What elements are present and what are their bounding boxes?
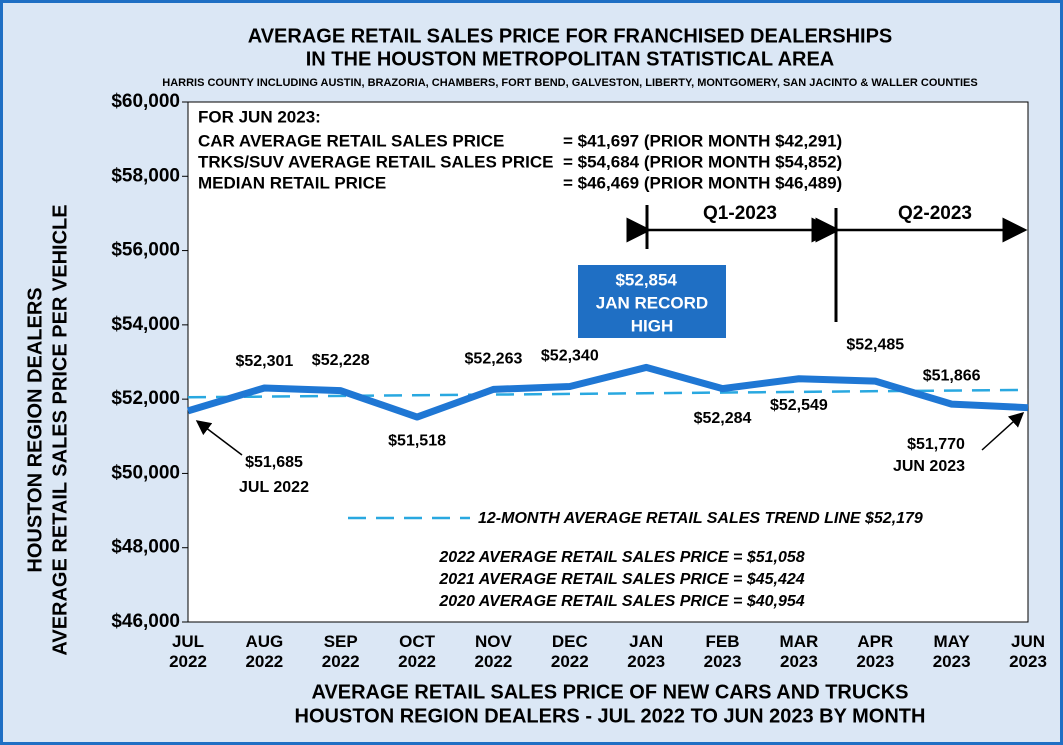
- x-tick-label: MAY 2023: [932, 632, 971, 671]
- data-label: $51,685: [245, 454, 303, 471]
- point-note: JUL 2022: [239, 479, 309, 496]
- info-value: = $54,684 (PRIOR MONTH $54,852): [563, 152, 842, 171]
- x-tick-label: DEC 2022: [550, 632, 589, 671]
- data-label: $51,770: [907, 436, 965, 453]
- x-tick-label: OCT 2022: [398, 632, 436, 671]
- x-tick-label: MAR 2023: [779, 632, 819, 671]
- quarter-label: Q1-2023: [703, 203, 777, 224]
- y-tick-label: $50,000: [111, 462, 180, 483]
- data-label: $52,854: [615, 270, 677, 289]
- data-label: $52,228: [312, 352, 370, 369]
- x-tick-label: SEP 2022: [321, 632, 360, 671]
- y-tick-label: $56,000: [111, 240, 180, 261]
- x-tick-label: JUL 2022: [169, 632, 207, 671]
- y-axis-title: AVERAGE RETAIL SALES PRICE PER VEHICLE: [49, 204, 71, 655]
- info-header: FOR JUN 2023:: [198, 107, 321, 126]
- data-label: $52,485: [846, 336, 904, 353]
- y-tick-label: $46,000: [111, 611, 180, 632]
- info-label: CAR AVERAGE RETAIL SALES PRICE: [198, 131, 504, 150]
- average-note: 2022 AVERAGE RETAIL SALES PRICE = $51,05…: [438, 549, 804, 566]
- record-note: HIGH: [631, 316, 674, 335]
- info-value: = $41,697 (PRIOR MONTH $42,291): [563, 131, 842, 150]
- y-tick-label: $54,000: [111, 314, 180, 335]
- x-tick-label: JUN 2023: [1009, 632, 1047, 671]
- chart-title: IN THE HOUSTON METROPOLITAN STATISTICAL …: [306, 48, 835, 70]
- series-line: [186, 363, 1029, 421]
- trend-line: [187, 388, 1029, 399]
- record-note: JAN RECORD: [596, 293, 708, 312]
- record-box: [578, 265, 726, 338]
- average-note: 2020 AVERAGE RETAIL SALES PRICE = $40,95…: [438, 593, 804, 610]
- info-label: MEDIAN RETAIL PRICE: [198, 173, 386, 192]
- x-tick-label: NOV 2022: [474, 632, 513, 671]
- subtitle: HARRIS COUNTY INCLUDING AUSTIN, BRAZORIA…: [162, 77, 977, 89]
- data-label: $52,301: [235, 353, 293, 370]
- data-label: $52,284: [694, 410, 752, 427]
- average-note: 2021 AVERAGE RETAIL SALES PRICE = $45,42…: [438, 571, 804, 588]
- data-label: $51,866: [923, 367, 981, 384]
- y-tick-label: $60,000: [111, 91, 180, 112]
- x-axis-title: HOUSTON REGION DEALERS - JUL 2022 TO JUN…: [295, 705, 926, 727]
- x-tick-label: JAN 2023: [627, 632, 666, 671]
- y-tick-label: $48,000: [111, 537, 180, 558]
- chart-title: AVERAGE RETAIL SALES PRICE FOR FRANCHISE…: [248, 25, 893, 47]
- y-tick-label: $52,000: [111, 388, 180, 409]
- x-tick-label: FEB 2023: [703, 632, 742, 671]
- y-tick-label: $58,000: [111, 165, 180, 186]
- data-label: $52,340: [541, 348, 599, 365]
- data-label: $52,263: [465, 351, 523, 368]
- data-label: $51,518: [388, 432, 446, 449]
- plot-area: [187, 101, 1029, 623]
- x-tick-label: APR 2023: [856, 632, 895, 671]
- info-label: TRKS/SUV AVERAGE RETAIL SALES PRICE: [198, 152, 553, 171]
- x-axis-title: AVERAGE RETAIL SALES PRICE OF NEW CARS A…: [311, 681, 908, 703]
- point-note: JUN 2023: [893, 458, 965, 475]
- y-axis-title: HOUSTON REGION DEALERS: [24, 287, 46, 572]
- trend-legend: 12-MONTH AVERAGE RETAIL SALES TREND LINE…: [478, 510, 923, 527]
- quarter-label: Q2-2023: [898, 203, 972, 224]
- callout-arrow: [195, 420, 243, 456]
- info-value: = $46,469 (PRIOR MONTH $46,489): [563, 173, 842, 192]
- x-tick-label: AUG 2022: [245, 632, 284, 671]
- data-label: $52,549: [770, 397, 828, 414]
- callout-arrow: [981, 411, 1025, 451]
